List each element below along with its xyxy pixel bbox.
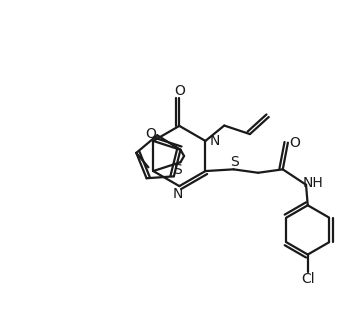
Text: N: N [209, 134, 220, 148]
Text: NH: NH [303, 176, 324, 190]
Text: S: S [230, 155, 238, 169]
Text: O: O [174, 84, 185, 98]
Text: S: S [173, 163, 181, 177]
Text: N: N [172, 187, 183, 201]
Text: Cl: Cl [301, 272, 315, 286]
Text: O: O [290, 136, 300, 150]
Text: O: O [146, 127, 157, 141]
